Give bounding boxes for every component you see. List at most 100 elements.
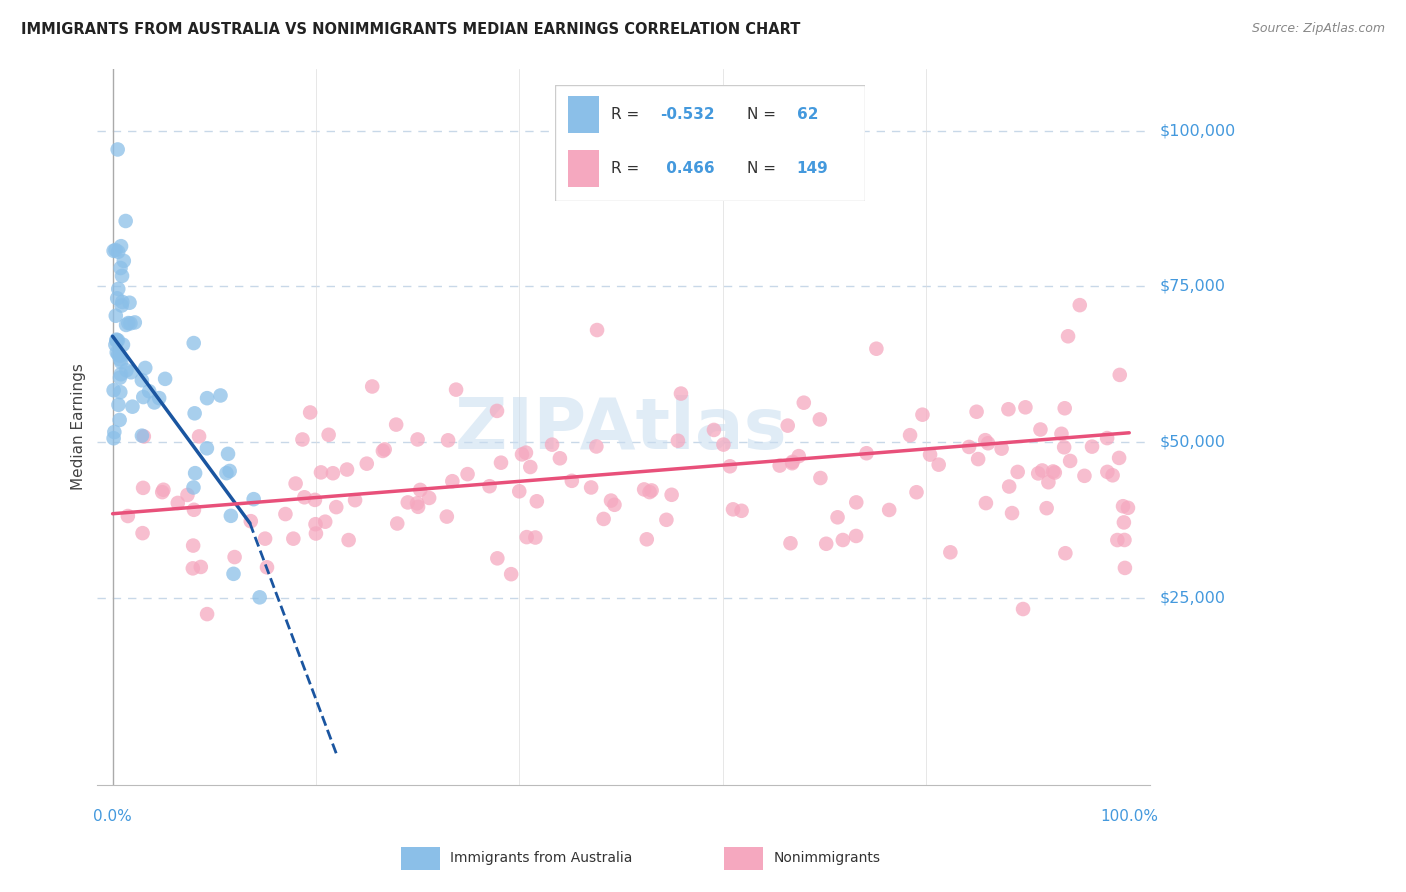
Point [152, 483, 174, 497]
Point [111, 268, 134, 283]
Text: 100.0%: 100.0% [1101, 810, 1159, 824]
Point [396, 495, 419, 509]
Point [134, 361, 156, 376]
Point [905, 485, 928, 500]
Point [1029, 423, 1052, 437]
Point [928, 458, 950, 472]
Point [117, 316, 139, 330]
Point [779, 536, 801, 550]
Point [1038, 475, 1060, 490]
Point [793, 395, 815, 409]
Point [638, 485, 661, 500]
Text: 0.466: 0.466 [661, 161, 714, 176]
Point [957, 440, 980, 454]
Point [1069, 298, 1091, 312]
Point [148, 391, 170, 405]
Point [218, 464, 240, 478]
Point [436, 509, 458, 524]
Point [138, 384, 160, 399]
Point [508, 484, 530, 499]
Point [304, 517, 326, 532]
Point [385, 417, 408, 432]
Text: 149: 149 [797, 161, 828, 176]
Point [516, 530, 538, 544]
Point [183, 503, 205, 517]
Text: Nonimmigrants: Nonimmigrants [773, 851, 880, 865]
Point [478, 479, 501, 493]
Point [104, 338, 127, 352]
Point [808, 412, 831, 426]
Point [131, 428, 153, 442]
Point [721, 502, 744, 516]
Text: R =: R = [612, 161, 644, 176]
Point [371, 444, 394, 458]
Point [633, 483, 655, 497]
Text: IMMIGRANTS FROM AUSTRALIA VS NONIMMIGRANTS MEDIAN EARNINGS CORRELATION CHART: IMMIGRANTS FROM AUSTRALIA VS NONIMMIGRAN… [21, 22, 800, 37]
Point [967, 452, 990, 467]
Point [108, 370, 131, 384]
Point [188, 429, 211, 443]
Point [115, 318, 138, 332]
Text: N =: N = [747, 107, 780, 122]
Point [176, 488, 198, 502]
Point [1112, 500, 1135, 514]
Point [406, 500, 429, 514]
Point [586, 323, 609, 337]
Point [1053, 401, 1076, 416]
Point [217, 447, 239, 461]
Point [305, 526, 328, 541]
Point [787, 449, 810, 463]
Point [110, 368, 132, 382]
Point [104, 243, 127, 257]
Point [110, 260, 132, 275]
Point [121, 400, 143, 414]
Point [603, 498, 626, 512]
Point [309, 466, 332, 480]
Point [183, 480, 205, 494]
Point [718, 459, 741, 474]
Point [181, 561, 204, 575]
Point [1026, 467, 1049, 481]
Point [510, 447, 533, 461]
Text: R =: R = [612, 107, 644, 122]
Point [486, 551, 509, 566]
Point [974, 433, 997, 447]
Point [585, 440, 607, 454]
Point [769, 458, 792, 473]
Text: 62: 62 [797, 107, 818, 122]
Point [103, 425, 125, 439]
Point [1081, 440, 1104, 454]
Point [524, 531, 547, 545]
Point [107, 334, 129, 348]
Point [966, 405, 988, 419]
Point [120, 365, 142, 379]
Point [111, 299, 134, 313]
Point [195, 391, 218, 405]
Point [501, 567, 523, 582]
Point [195, 607, 218, 621]
Point [103, 384, 125, 398]
Point [132, 481, 155, 495]
Point [855, 446, 877, 460]
Point [437, 434, 460, 448]
Point [183, 406, 205, 420]
Point [111, 294, 134, 309]
Y-axis label: Median Earnings: Median Earnings [72, 363, 86, 490]
Point [166, 496, 188, 510]
Point [485, 404, 508, 418]
Point [845, 529, 868, 543]
Point [730, 504, 752, 518]
Point [325, 500, 347, 515]
Point [108, 352, 131, 367]
Point [713, 437, 735, 451]
Point [387, 516, 409, 531]
Point [283, 532, 305, 546]
Point [1050, 426, 1073, 441]
Point [655, 513, 678, 527]
Point [444, 383, 467, 397]
Point [256, 560, 278, 574]
Point [998, 479, 1021, 493]
Point [1073, 468, 1095, 483]
Point [337, 533, 360, 547]
Bar [568, 96, 599, 134]
